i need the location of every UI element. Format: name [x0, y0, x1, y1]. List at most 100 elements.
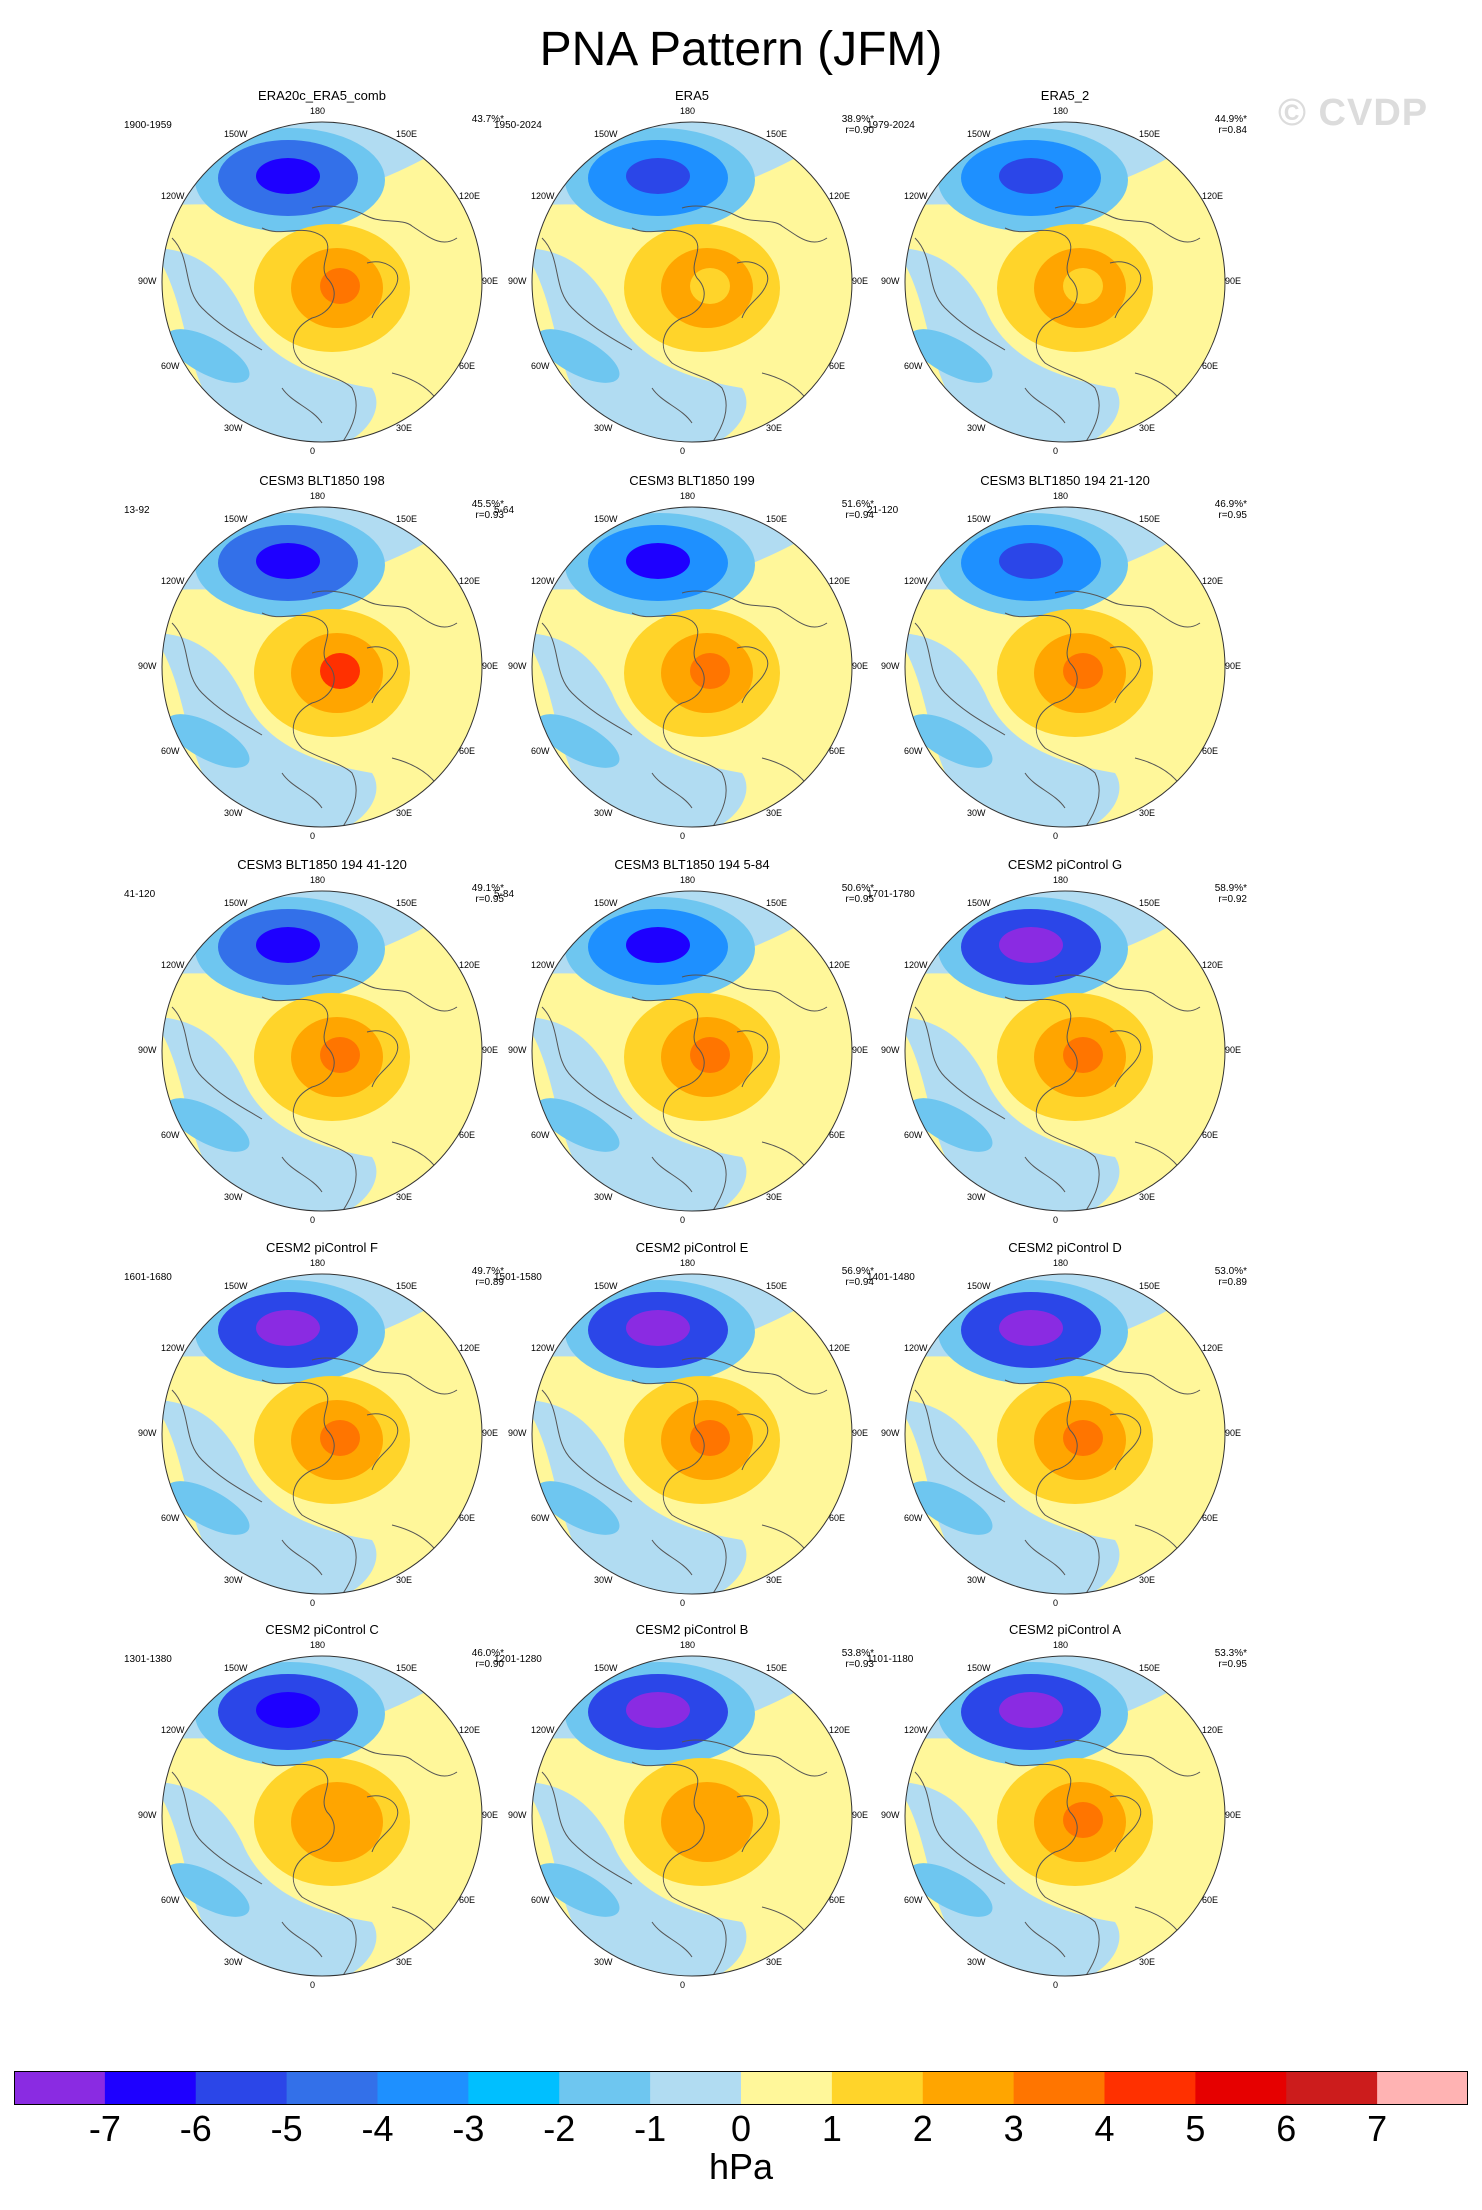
lon-label: 90W [881, 661, 900, 671]
lon-label: 30E [396, 808, 413, 819]
lon-label: 30E [1139, 423, 1156, 434]
lon-label: 150E [766, 1280, 788, 1291]
polar-map [161, 1273, 483, 1595]
aleutian-low-core [626, 158, 690, 194]
lon-label: 120E [1201, 960, 1223, 970]
colorbar-swatch [377, 2071, 469, 2105]
panel-title: CESM2 piControl D [1008, 1240, 1122, 1255]
secondary-negative-anomaly [909, 1481, 993, 1535]
map-boundary [161, 121, 483, 443]
aleutian-low-core [999, 158, 1063, 194]
lon-label: 30W [594, 1192, 613, 1203]
lon-label: 60W [161, 1513, 180, 1523]
panel-title: CESM2 piControl C [265, 1622, 379, 1637]
lon-label: 60W [161, 361, 180, 371]
lon-label: 180 [1053, 1258, 1069, 1268]
map-panel: CESM3 BLT1850 199 5-64 51.6%* r=0.94 180 150E… [482, 473, 902, 857]
lon-label: 0 [680, 831, 686, 841]
panel-variance-pct: 56.9%* [841, 1266, 874, 1277]
lon-label: 120E [828, 1725, 850, 1735]
panel-title: ERA20c_ERA5_comb [258, 88, 386, 103]
lon-label: 180 [1053, 875, 1069, 885]
colorbar-swatch [922, 2071, 1015, 2105]
positive-anomaly-core [690, 1037, 730, 1073]
negative-anomaly-light [905, 633, 1120, 827]
polar-map [161, 121, 483, 443]
lon-label: 120E [458, 191, 480, 201]
lon-label: 150W [224, 897, 248, 908]
panel-stats: 51.6%* r=0.94 [814, 499, 874, 521]
lon-label: 0 [310, 1598, 316, 1608]
colorbar-swatch [831, 2071, 924, 2105]
lon-label: 60E [828, 1513, 845, 1523]
panel-pattern-correlation: r=0.93 [475, 510, 504, 521]
lon-label: 60E [1201, 1895, 1218, 1905]
lon-label: 90E [482, 1428, 499, 1438]
panel-stats: 46.0%* r=0.90 [444, 1648, 504, 1670]
lon-label: 180 [680, 491, 696, 501]
aleutian-low-core [256, 158, 320, 194]
colorbar-tick-label: 2 [912, 2108, 933, 2149]
lon-label: 60E [828, 1895, 845, 1905]
lon-label: 90E [482, 1045, 499, 1055]
secondary-negative-anomaly [166, 714, 250, 768]
lon-label: 120E [1201, 1725, 1223, 1735]
lon-label: 30W [224, 423, 243, 434]
lon-label: 60W [904, 746, 923, 756]
polar-map [531, 121, 853, 443]
panel-title: ERA5_2 [1040, 88, 1090, 103]
negative-anomaly-light [162, 633, 377, 827]
lon-label: 120W [161, 1343, 185, 1353]
panel-period: 5-84 [494, 889, 515, 900]
polar-map [161, 890, 483, 1212]
lon-label: 30W [967, 1957, 986, 1968]
panel-title: CESM3 BLT1850 198 [259, 473, 385, 488]
lon-label: 30E [1139, 1192, 1156, 1203]
aleutian-low-core [999, 543, 1063, 579]
panel-pattern-correlation: r=0.95 [845, 894, 874, 905]
lon-label: 120E [458, 1725, 480, 1735]
panel-period: 41-120 [124, 889, 156, 900]
panel-pattern-correlation: r=0.92 [1218, 894, 1247, 905]
polar-map [904, 506, 1226, 828]
positive-anomaly-core [1063, 1420, 1103, 1456]
lon-label: 30W [224, 808, 243, 819]
panel-title: CESM3 BLT1850 194 21-120 [980, 473, 1150, 488]
lon-label: 90W [508, 1810, 527, 1820]
lon-label: 30W [967, 1575, 986, 1586]
map-boundary [904, 890, 1226, 1212]
panel-title: CESM2 piControl F [266, 1240, 378, 1255]
lon-label: 90E [482, 276, 499, 286]
lon-label: 60W [531, 1895, 550, 1905]
lon-label: 0 [1053, 831, 1059, 841]
colorbar-tick-label: -2 [543, 2108, 576, 2149]
lon-label: 180 [680, 875, 696, 885]
secondary-negative-anomaly [536, 1098, 620, 1152]
panel-period: 1601-1680 [124, 1272, 172, 1283]
panel-stats: 43.7%* [444, 114, 504, 125]
polar-map [904, 121, 1226, 443]
lon-label: 30W [967, 808, 986, 819]
lon-label: 90W [508, 1428, 527, 1438]
panel-title: CESM3 BLT1850 199 [629, 473, 755, 488]
lon-label: 0 [1053, 1215, 1059, 1225]
colorbar-swatch [104, 2071, 197, 2105]
lon-label: 90E [852, 661, 869, 671]
lon-label: 0 [680, 1598, 686, 1608]
lon-label: 150W [594, 513, 618, 524]
aleutian-low-core [626, 1692, 690, 1728]
panel-pattern-correlation: r=0.90 [845, 125, 874, 136]
map-boundary [904, 1273, 1226, 1595]
map-boundary [904, 1655, 1226, 1977]
lon-label: 150E [396, 513, 418, 524]
negative-anomaly-light [532, 1400, 747, 1594]
lon-label: 120E [828, 1343, 850, 1353]
map-panel: CESM2 piControl A 1101-1180 53.3%* r=0.95 18… [855, 1622, 1275, 2006]
polar-map [904, 890, 1226, 1212]
lon-label: 150E [766, 513, 788, 524]
map-panel: CESM2 piControl G 1701-1780 58.9%* r=0.92 18… [855, 857, 1275, 1241]
polar-map [531, 1655, 853, 1977]
negative-anomaly-light [905, 1017, 1120, 1211]
map-boundary [531, 890, 853, 1212]
lon-label: 0 [1053, 1598, 1059, 1608]
